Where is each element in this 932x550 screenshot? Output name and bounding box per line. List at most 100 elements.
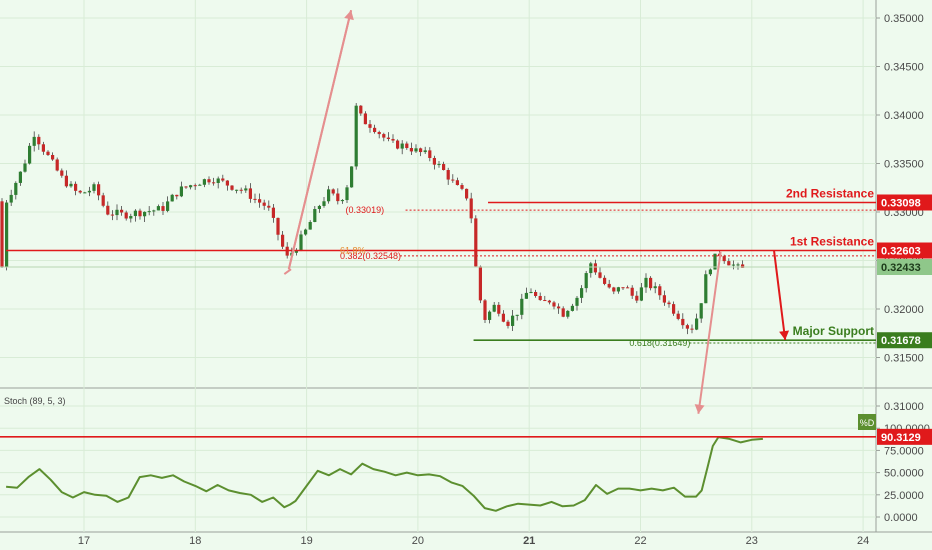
price-tag-box [877,194,932,211]
candle-body [248,188,252,199]
price-tag-box [877,428,932,445]
candle-body [414,148,418,152]
candle-body [101,195,105,206]
candle-body [32,136,36,146]
candle-body [262,202,266,206]
candle-body [212,182,216,184]
y-tick-label: 0.35000 [884,13,924,25]
price-tag-text: 0.32433 [881,262,921,274]
candle-body [170,194,174,202]
candle-body [442,164,446,171]
annotations: 2nd Resistance 1st Resistance Major Suppor… [0,10,876,414]
x-tick-label: 21 [523,535,535,547]
candle-body [373,127,377,133]
price-tag-text: 0.32603 [881,246,921,258]
candle-body [478,266,482,301]
candle-body [207,179,211,183]
candle-body [515,314,519,316]
candle-body [699,303,703,319]
candle-body [327,189,331,202]
candle-body [547,300,551,303]
candle-body [253,198,257,200]
stoch-y-tick-label: 75.0000 [884,445,924,457]
candle-body [704,274,708,304]
candle-body [133,210,137,217]
candle-body [630,287,634,296]
stoch-y-tick-label: 25.0000 [884,490,924,502]
indicator-title: Stoch (89, 5, 3) [4,396,66,406]
candle-body [97,184,101,196]
x-tick-label: 23 [746,535,758,547]
legend-text: %D [860,418,875,428]
candle-body [83,192,87,194]
candle-body [37,136,41,145]
candle-body [396,140,400,149]
candle-body [368,124,372,128]
candle-body [391,138,395,141]
stoch-y-tick-label: 0.0000 [884,512,918,524]
fib-label: 0.618(0.31649) [629,338,690,348]
candle-body [658,286,662,296]
stoch-level-tag: 90.3129 [877,428,932,445]
candle-body [731,264,735,266]
candle-body [51,154,55,160]
candle-body [529,291,533,293]
candle-body [55,159,59,171]
candle-body [354,105,358,167]
candle-body [308,222,312,230]
candle-body [313,209,317,223]
candle-body [713,253,717,270]
stoch-legend-badge: %D [858,414,876,430]
level-label: Major Support [793,324,874,338]
candle-body [271,207,275,218]
fib-label: 61.8% [340,246,366,256]
candle-body [570,305,574,311]
candle-body [506,321,510,326]
candle-body [695,318,699,330]
candle-body [667,302,671,305]
level-label: 1st Resistance [790,235,874,249]
candle-body [143,211,147,217]
candle-body [524,292,528,299]
candle-body [184,186,188,188]
x-tick-label: 17 [78,535,90,547]
candle-body [202,179,206,185]
y-tick-label: 0.32000 [884,304,924,316]
candle-body [23,163,27,172]
x-tick-label: 18 [189,535,201,547]
candle-body [543,300,547,302]
current-price-tag: 0.32433 [877,258,932,275]
legend-box [858,414,876,430]
candle-body [115,209,119,216]
candle-body [41,144,45,152]
candle-body [603,277,607,284]
projection-arrow-down-head [694,404,705,414]
candle-body [64,175,68,187]
candle-body [616,287,620,292]
candle-body [138,210,142,217]
stoch-d-line [6,436,763,512]
price-tag-box [877,332,932,349]
candles [0,103,745,335]
candle-body [9,194,13,203]
candle-body [198,184,202,186]
candle-body [455,180,459,186]
candle-body [400,143,404,149]
candle-body [216,178,220,183]
candle-body [722,256,726,262]
candle-body [386,137,390,139]
projection-arrow-base [283,268,292,275]
candle-body [419,148,423,153]
candle-body [175,194,179,197]
candle-body [649,277,653,289]
candle-body [653,286,657,289]
candle-body [124,212,128,219]
candle-body [331,189,335,194]
candle-body [598,272,602,278]
candle-body [244,188,248,191]
candle-body [511,315,515,326]
stochastic-pane: %D [0,414,876,512]
x-tick-label: 24 [857,535,869,547]
